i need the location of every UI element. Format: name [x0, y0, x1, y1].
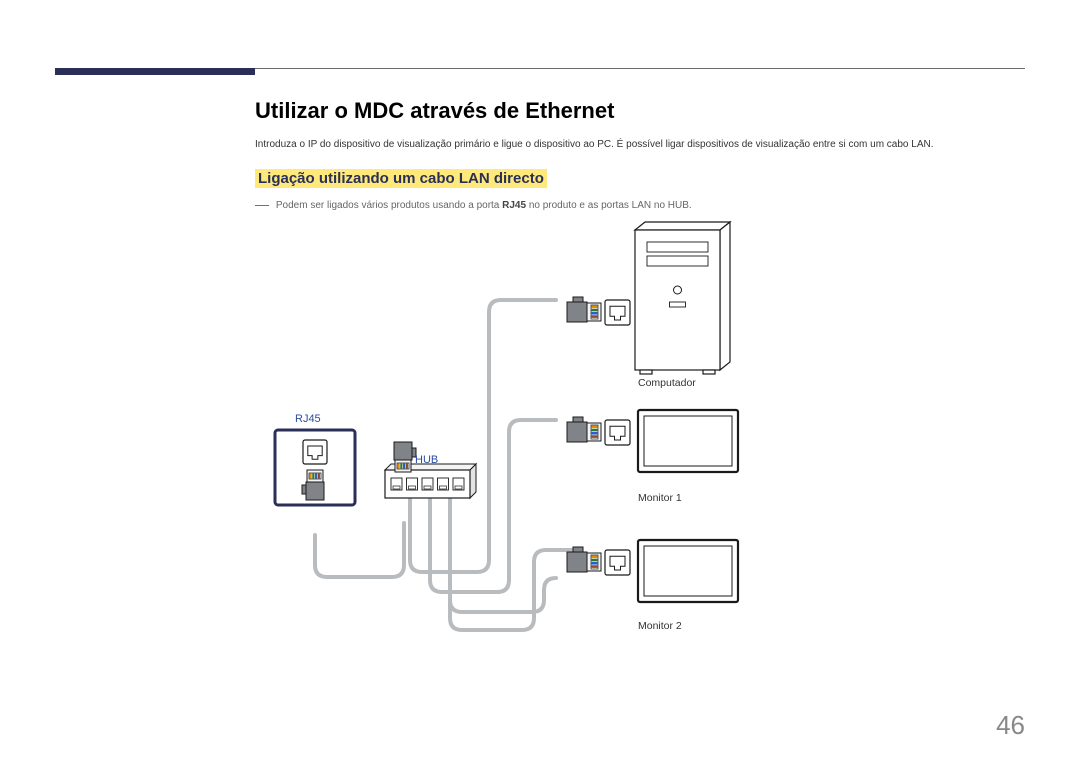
note-a: Podem ser ligados vários produtos usando…	[276, 200, 502, 211]
note-b: no produto e as portas LAN no HUB.	[526, 200, 692, 211]
connection-diagram: RJ45 HUB Computador Monitor 1 Monitor 2	[255, 220, 775, 650]
document-page: Utilizar o MDC através de Ethernet Intro…	[0, 0, 1080, 763]
page-number: 46	[996, 710, 1025, 741]
label-computer: Computador	[638, 377, 696, 389]
label-monitor2: Monitor 2	[638, 620, 682, 632]
label-hub: HUB	[415, 454, 438, 466]
label-monitor1: Monitor 1	[638, 492, 682, 504]
page-title: Utilizar o MDC através de Ethernet	[255, 98, 614, 124]
diagram-svg	[255, 220, 775, 650]
section-subtitle: Ligação utilizando um cabo LAN directo	[255, 169, 547, 188]
note-bold: RJ45	[502, 200, 526, 211]
note-dash: ―	[255, 196, 273, 212]
note-text: ― Podem ser ligados vários produtos usan…	[255, 196, 1015, 212]
label-rj45: RJ45	[295, 413, 321, 425]
top-accent-rule	[55, 68, 255, 75]
intro-text: Introduza o IP do dispositivo de visuali…	[255, 138, 1015, 152]
